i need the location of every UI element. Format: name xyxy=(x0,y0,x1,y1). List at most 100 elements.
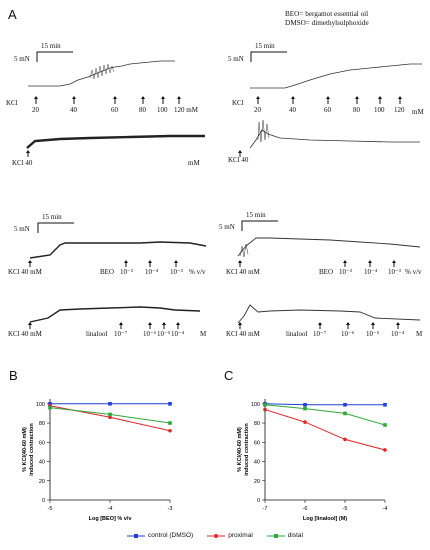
chart-legend: control (DMSO) proximal distal xyxy=(0,532,430,539)
data-point xyxy=(303,402,307,407)
legend-control-swatch xyxy=(127,533,146,538)
beo-abbreviation: BEO= bergamot essential oil xyxy=(285,10,369,18)
data-point xyxy=(48,402,52,406)
trace-2-dose: 20 xyxy=(254,106,261,114)
trace-7-dose: 10⁻⁶ xyxy=(143,330,157,338)
trace-1-noise xyxy=(89,63,115,80)
scale-bar-1 xyxy=(36,51,73,62)
data-point xyxy=(168,428,172,433)
series-line xyxy=(264,403,385,406)
trace-2 xyxy=(250,63,422,89)
y-tick-label: 60 xyxy=(254,440,260,446)
trace-1-dose: 20 xyxy=(32,106,39,114)
trace-3-kcl-label: KCl 40 xyxy=(12,159,33,167)
x-tick-label: -6 xyxy=(303,506,308,512)
y-axis-label: % KCl(40-60 mM) xyxy=(237,427,243,472)
series-line xyxy=(264,409,386,451)
trace-3-unit: mM xyxy=(188,159,200,167)
data-point xyxy=(168,402,172,406)
x-axis-label: Log [BEO] % v/v xyxy=(89,516,133,522)
y-tick-label: 80 xyxy=(39,421,45,427)
trace-1-kcl-label: KCl xyxy=(6,99,18,107)
data-point xyxy=(383,448,387,452)
trace-5-agent: BEO xyxy=(100,268,114,276)
trace-6-dose: 10⁻⁴ xyxy=(364,268,378,276)
trace-6-agent: BEO xyxy=(319,268,333,276)
trace-1 xyxy=(28,60,175,87)
scale-bar-2 xyxy=(250,51,287,62)
y-tick-label: 100 xyxy=(251,402,260,408)
data-point xyxy=(263,402,267,407)
panel-label-c: C xyxy=(224,368,234,383)
data-point xyxy=(168,421,172,425)
legend-proximal-swatch xyxy=(207,533,226,538)
trace-1-dose: 60 xyxy=(111,106,118,114)
trace-2-kcl-label: KCl xyxy=(232,99,244,107)
x-tick-label: -4 xyxy=(108,506,113,512)
trace-7-agent: linalool xyxy=(86,330,108,338)
trace-2-dose: 80 xyxy=(353,106,360,114)
trace-8-agent: linalool xyxy=(286,330,308,338)
trace-5 xyxy=(29,241,207,259)
y-tick-label: 80 xyxy=(254,421,260,427)
scale-force-3: 5 mN xyxy=(14,225,30,233)
data-point xyxy=(263,407,267,412)
legend-distal-label: distal xyxy=(287,532,303,539)
legend-proximal: proximal xyxy=(207,532,253,539)
tension-traces xyxy=(26,51,422,329)
scale-time-2: 15 min xyxy=(255,42,275,50)
trace-1-dose: 80 xyxy=(139,106,146,114)
trace-5-dose: 10⁻³ xyxy=(120,268,133,276)
panel-label-b: B xyxy=(9,368,18,383)
y-axis-label: induced contraction xyxy=(29,423,35,476)
legend-distal: distal xyxy=(266,532,303,539)
trace-2-dose: 100 xyxy=(374,106,385,114)
trace-8 xyxy=(237,304,421,324)
trace-6-dose: 10⁻³ xyxy=(339,268,352,276)
scale-time-4: 15 min xyxy=(246,211,266,219)
data-point xyxy=(303,406,307,411)
y-axis-label: induced contraction xyxy=(244,423,250,476)
data-point xyxy=(108,402,112,406)
trace-2-dose: 120 xyxy=(394,106,405,114)
trace-8-dose: 10⁻⁷ xyxy=(313,330,327,338)
y-tick-label: 60 xyxy=(39,440,45,446)
trace-2-dose: 40 xyxy=(289,106,296,114)
y-tick-label: 20 xyxy=(254,479,260,485)
abbreviation-note: BEO= bergamot essential oil DMSO= dimeth… xyxy=(285,10,369,28)
y-tick-label: 0 xyxy=(257,498,260,504)
trace-8-kcl-label: KCl 40 mM xyxy=(226,330,260,338)
trace-1-dose: 40 xyxy=(70,106,77,114)
chart-c: 0 20 40 60 80 100 -7 -6 -5 -4 Log [linalool] (M) % … xyxy=(237,399,387,522)
data-point xyxy=(303,420,307,424)
trace-2-dose: 60 xyxy=(324,106,331,114)
trace-5-dose: 10⁻³ xyxy=(170,268,183,276)
trace-8-dose: 10⁻⁶ xyxy=(341,330,355,338)
trace-7-dose: 10⁻⁴ xyxy=(171,330,185,338)
legend-control: control (DMSO) xyxy=(127,532,193,539)
scale-time-3: 15 min xyxy=(42,213,62,221)
trace-2-unit: mM xyxy=(412,108,424,116)
trace-4 xyxy=(249,129,420,149)
trace-7-dose: 10⁻⁵ xyxy=(157,330,171,338)
x-tick-label: -3 xyxy=(168,506,173,512)
x-tick-label: -5 xyxy=(343,506,348,512)
x-tick-label: -5 xyxy=(48,506,53,512)
trace-5-unit: % v/v xyxy=(189,268,206,276)
x-axis-label: Log [linalool] (M) xyxy=(303,516,347,522)
data-point xyxy=(343,437,347,442)
dose-arrows xyxy=(26,96,402,329)
x-tick-label: -7 xyxy=(263,506,268,512)
legend-distal-swatch xyxy=(266,533,285,538)
y-tick-label: 40 xyxy=(254,460,260,466)
panel-label-a: A xyxy=(8,7,17,22)
data-point xyxy=(343,402,347,407)
y-axis-label: % KCl(40-60 mM) xyxy=(22,427,28,472)
scale-force-1: 5 mN xyxy=(14,55,30,63)
scale-time-1: 15 min xyxy=(41,42,61,50)
data-point xyxy=(108,415,112,420)
data-point xyxy=(383,423,387,427)
trace-6 xyxy=(237,237,421,257)
y-tick-label: 100 xyxy=(36,402,45,408)
trace-7-unit: M xyxy=(200,330,207,338)
